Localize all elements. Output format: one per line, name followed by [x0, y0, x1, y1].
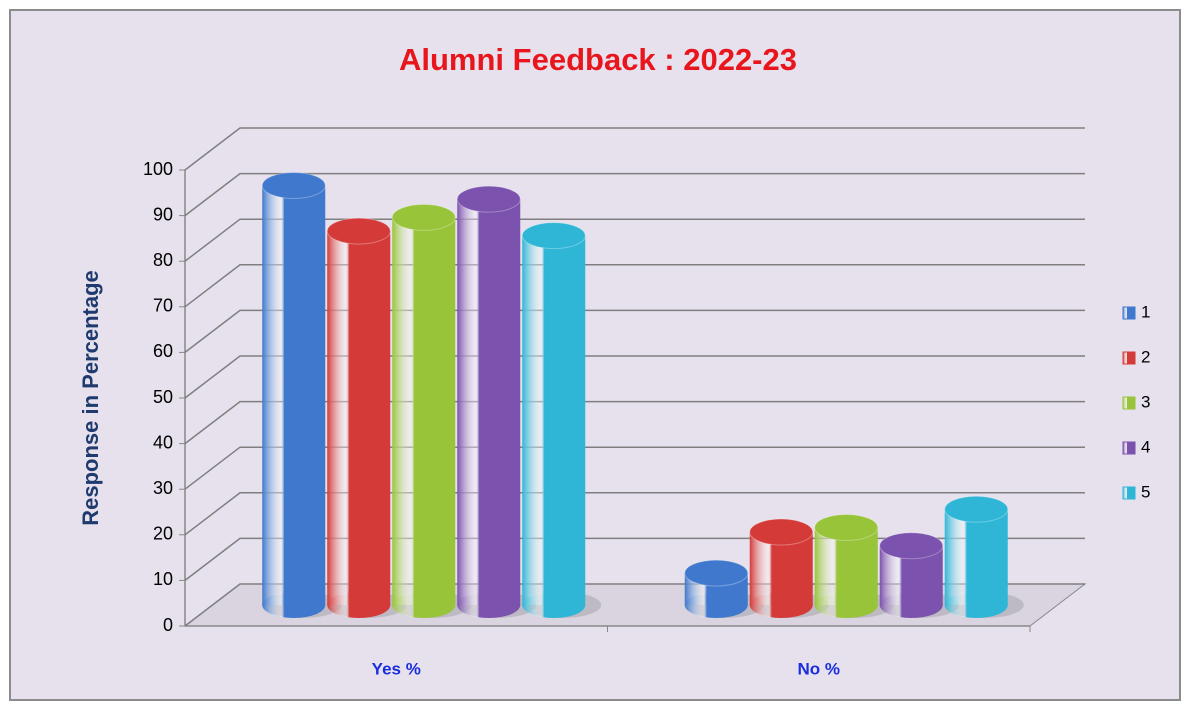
y-tick-label: 90: [153, 204, 173, 224]
bar-top: [944, 495, 1009, 523]
bar: [879, 532, 944, 618]
bar-bottom: [522, 592, 586, 618]
grid-line: [184, 309, 1085, 353]
bar-bottom: [814, 592, 878, 618]
y-tick-label: 70: [153, 296, 173, 316]
legend-swatch: [1122, 351, 1136, 365]
bar: [944, 495, 1009, 618]
bar-top: [814, 513, 879, 541]
bar-body: [522, 235, 586, 605]
bar: [749, 518, 814, 618]
x-tick-label: No %: [798, 659, 841, 678]
grid-line: [184, 127, 1085, 171]
legend-label: 1: [1141, 302, 1150, 321]
bar-bottom: [684, 592, 748, 618]
y-tick-label: 40: [153, 432, 173, 452]
bar-top: [684, 559, 749, 587]
bar-bottom: [749, 592, 813, 618]
bar-bottom: [327, 592, 391, 618]
x-tick-label: Yes %: [372, 659, 421, 678]
bar-bottom: [879, 592, 943, 618]
bar: [814, 513, 879, 618]
legend-swatch: [1122, 306, 1136, 320]
y-tick-label: 30: [153, 478, 173, 498]
bar-bottom: [944, 592, 1008, 618]
bar-top: [326, 217, 391, 245]
bar-body: [392, 217, 456, 605]
bar: [326, 217, 391, 618]
bar-body: [262, 185, 326, 606]
y-tick-label: 80: [153, 250, 173, 270]
grid-line: [184, 355, 1085, 399]
grid-line: [184, 218, 1085, 262]
y-tick-label: 100: [143, 159, 173, 179]
legend-label: 5: [1141, 482, 1150, 501]
y-tick-label: 60: [153, 341, 173, 361]
bar-bottom: [262, 592, 326, 618]
grid-line: [184, 172, 1085, 217]
legend-swatch: [1122, 486, 1136, 500]
grid-line: [184, 400, 1085, 445]
legend-label: 3: [1141, 392, 1150, 411]
legend-swatch: [1122, 396, 1136, 410]
bar-top: [456, 185, 521, 213]
legend-swatch: [1122, 441, 1136, 455]
y-tick-label: 50: [153, 387, 173, 407]
bar-top: [879, 532, 944, 560]
y-tick-label: 20: [153, 524, 173, 544]
bar-top: [749, 518, 814, 546]
bar-body: [327, 231, 391, 605]
legend-label: 4: [1141, 437, 1150, 456]
legend-label: 2: [1141, 347, 1150, 366]
bar: [261, 171, 326, 618]
grid-line: [184, 446, 1085, 490]
y-tick-label: 0: [163, 615, 173, 635]
chart-title: Alumni Feedback : 2022-23: [399, 42, 797, 77]
grid-line: [184, 264, 1085, 308]
y-tick-label: 10: [153, 569, 173, 589]
grid-line: [184, 492, 1085, 536]
bar-bottom: [457, 592, 521, 618]
bar: [391, 203, 456, 618]
bar-bottom: [392, 592, 456, 618]
bar-body: [944, 509, 1008, 605]
bar: [521, 222, 586, 618]
bar-top: [261, 171, 326, 199]
y-axis-label: Response in Percentage: [78, 270, 103, 526]
bar: [456, 185, 521, 618]
bar-top: [391, 203, 456, 231]
bar: [684, 559, 749, 618]
bar-top: [521, 222, 586, 250]
bar-body: [457, 199, 521, 605]
